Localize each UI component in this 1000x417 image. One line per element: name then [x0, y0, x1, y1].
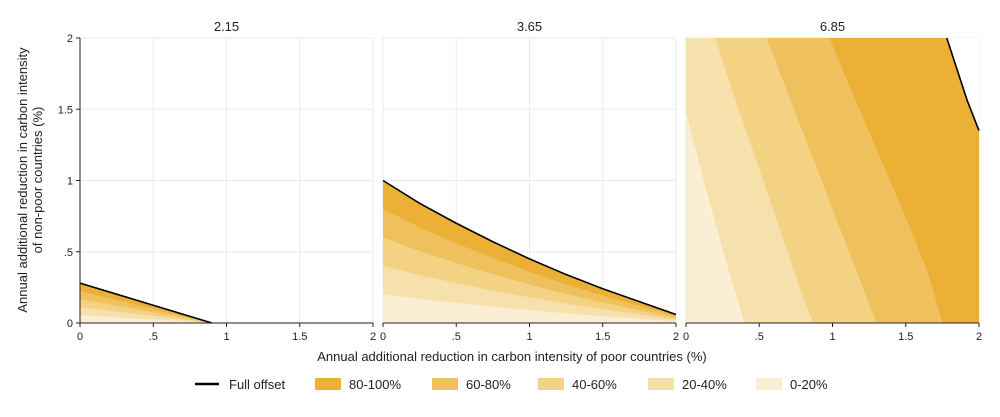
legend-swatch: [315, 378, 341, 390]
x-tick-label: 0: [380, 331, 386, 343]
panel-title: 2.15: [214, 19, 239, 34]
x-tick-label: 0: [683, 331, 689, 343]
y-tick-label: 1: [67, 176, 73, 188]
band-0-20%: [686, 112, 745, 323]
legend-label: 20-40%: [682, 377, 727, 392]
x-tick-label: 1.5: [595, 331, 610, 343]
legend-label: 60-80%: [466, 377, 511, 392]
band-0-20%: [80, 315, 212, 323]
y-tick-label: 1.5: [58, 104, 73, 116]
panel-2: 0 .5 1 1.5 2 3.65: [380, 19, 679, 343]
panel-title: 3.65: [517, 19, 542, 34]
x-tick-label: 1: [526, 331, 532, 343]
x-tick-label: .5: [452, 331, 461, 343]
legend-label: 80-100%: [349, 377, 401, 392]
y-tick-label: 0: [67, 318, 73, 330]
legend-item: 80-100%: [315, 377, 401, 392]
legend-item: 40-60%: [538, 377, 617, 392]
legend-item: 20-40%: [648, 377, 727, 392]
x-tick-label: 2: [976, 331, 982, 343]
x-tick-label: 2: [370, 331, 376, 343]
legend-swatch: [432, 378, 458, 390]
y-tick-label: 2: [67, 33, 73, 45]
legend-label: 40-60%: [572, 377, 617, 392]
legend-swatch: [538, 378, 564, 390]
legend-item: Full offset: [195, 377, 286, 392]
panel-title: 6.85: [820, 19, 845, 34]
band-0-20%: [383, 294, 676, 323]
x-tick-label: 1: [829, 331, 835, 343]
legend-item: 60-80%: [432, 377, 511, 392]
legend-swatch: [648, 378, 674, 390]
x-tick-label: 0: [77, 331, 83, 343]
x-tick-label: .5: [755, 331, 764, 343]
x-tick-label: 1.5: [292, 331, 307, 343]
x-axis-label: Annual additional reduction in carbon in…: [317, 349, 707, 364]
x-tick-label: 2: [673, 331, 679, 343]
x-tick-label: .5: [149, 331, 158, 343]
y-axis-label-line: Annual additional reduction in carbon in…: [15, 47, 30, 313]
panel-3: 0 .5 1 1.5 2 6.85: [683, 19, 982, 343]
x-tick-label: 1: [223, 331, 229, 343]
y-tick-label: .5: [64, 247, 73, 259]
full-offset-line: [382, 179, 677, 316]
full-offset-line: [79, 282, 213, 324]
x-tick-label: 1.5: [898, 331, 913, 343]
y-axis-label: Annual additional reduction in carbon in…: [15, 47, 45, 313]
y-axis-label-line: of non-poor countries (%): [30, 107, 45, 254]
legend-label: 0-20%: [790, 377, 828, 392]
legend-item: 0-20%: [756, 377, 828, 392]
panel-1: 0 .5 1 1.5 2 0 .5 1 1.5 2 2.15: [58, 19, 376, 343]
legend-label: Full offset: [229, 377, 286, 392]
legend-swatch: [756, 378, 782, 390]
full-offset-line: [946, 37, 980, 131]
